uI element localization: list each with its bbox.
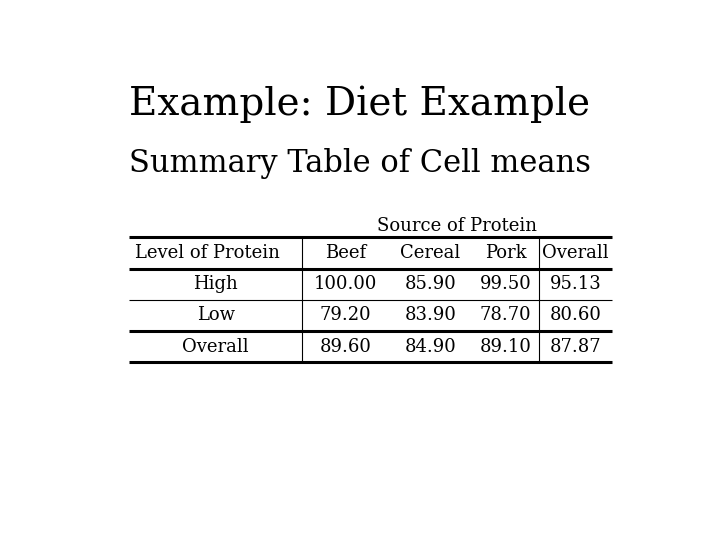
Text: Overall: Overall: [542, 244, 609, 262]
Text: 80.60: 80.60: [549, 306, 601, 325]
Text: Example: Diet Example: Example: Diet Example: [129, 85, 590, 123]
Text: Beef: Beef: [325, 244, 366, 262]
Text: Level of Protein: Level of Protein: [135, 244, 279, 262]
Text: 84.90: 84.90: [405, 338, 456, 355]
Text: 85.90: 85.90: [405, 275, 456, 293]
Text: 87.87: 87.87: [549, 338, 601, 355]
Text: Cereal: Cereal: [400, 244, 461, 262]
Text: Low: Low: [197, 306, 235, 325]
Text: Pork: Pork: [485, 244, 526, 262]
Text: Summary Table of Cell means: Summary Table of Cell means: [129, 148, 591, 179]
Text: High: High: [193, 275, 238, 293]
Text: 78.70: 78.70: [480, 306, 531, 325]
Text: 95.13: 95.13: [549, 275, 601, 293]
Text: 99.50: 99.50: [480, 275, 531, 293]
Text: Source of Protein: Source of Protein: [377, 217, 537, 234]
Text: 83.90: 83.90: [405, 306, 456, 325]
Text: 89.10: 89.10: [480, 338, 531, 355]
Text: 79.20: 79.20: [320, 306, 371, 325]
Text: 100.00: 100.00: [314, 275, 377, 293]
Text: Overall: Overall: [182, 338, 249, 355]
Text: 89.60: 89.60: [320, 338, 372, 355]
